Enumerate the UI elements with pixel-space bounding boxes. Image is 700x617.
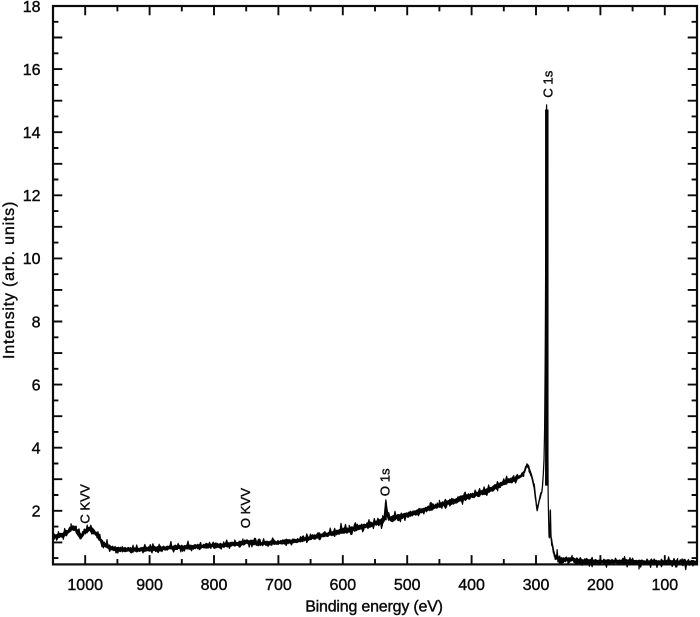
svg-text:8: 8: [32, 314, 41, 331]
svg-text:1000: 1000: [67, 577, 103, 594]
svg-text:12: 12: [23, 188, 41, 205]
svg-text:C KVV: C KVV: [78, 484, 93, 524]
svg-text:10: 10: [23, 251, 41, 268]
svg-text:600: 600: [329, 577, 356, 594]
svg-text:16: 16: [23, 62, 41, 79]
svg-text:6: 6: [32, 377, 41, 394]
svg-text:100: 100: [651, 577, 678, 594]
svg-text:500: 500: [394, 577, 421, 594]
svg-text:200: 200: [587, 577, 614, 594]
svg-text:900: 900: [136, 577, 163, 594]
svg-text:O 1s: O 1s: [378, 468, 393, 496]
svg-text:O KVV: O KVV: [238, 488, 253, 529]
svg-text:700: 700: [265, 577, 292, 594]
svg-text:800: 800: [201, 577, 228, 594]
svg-text:4: 4: [32, 441, 41, 458]
svg-text:300: 300: [523, 577, 550, 594]
svg-text:Binding energy (eV): Binding energy (eV): [305, 599, 443, 616]
svg-text:14: 14: [23, 125, 41, 142]
svg-text:400: 400: [458, 577, 485, 594]
svg-text:C 1s: C 1s: [541, 70, 556, 98]
svg-text:2: 2: [32, 504, 41, 521]
svg-text:18: 18: [23, 0, 41, 16]
svg-text:Intensity (arb. units): Intensity (arb. units): [1, 201, 18, 359]
